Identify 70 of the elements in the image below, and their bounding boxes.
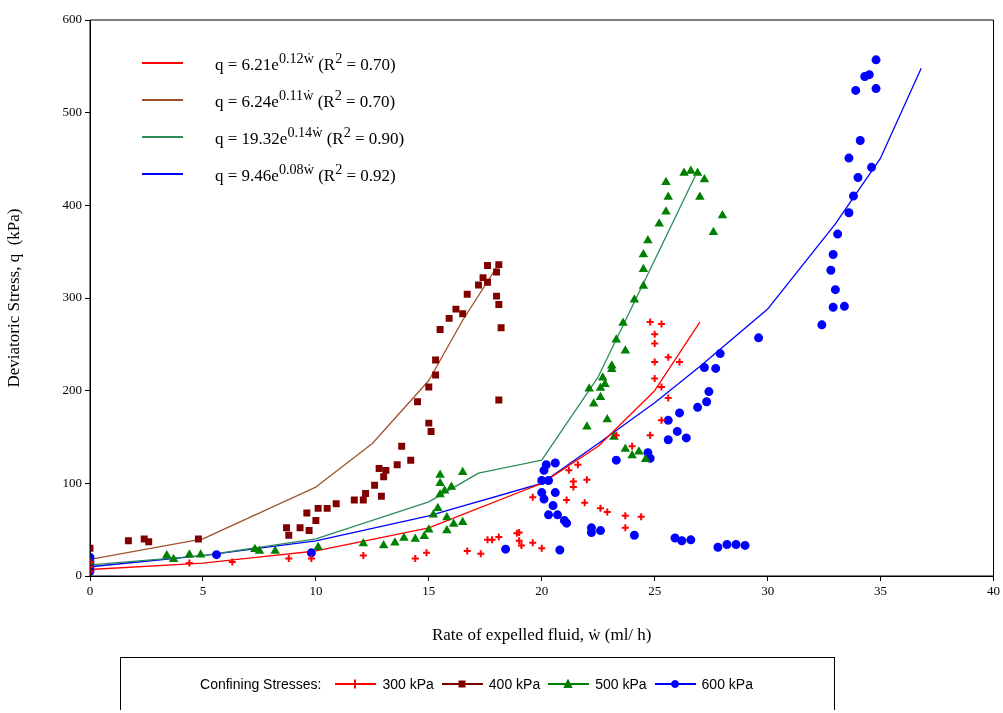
y-tick-label: 600 bbox=[62, 11, 82, 27]
point bbox=[398, 442, 406, 450]
point bbox=[362, 490, 370, 497]
x-axis-title: Rate of expelled fluid, ẇ (ml/ h) bbox=[431, 625, 652, 645]
legend-label: 400 kPa bbox=[488, 676, 541, 692]
point bbox=[371, 481, 379, 489]
legend-label: q = 6.21e$^{0.12ẇ}$ (R$^{2}$ = 0.70) bbox=[215, 50, 396, 75]
point bbox=[463, 290, 471, 298]
legend-label: 500 kPa bbox=[595, 676, 647, 692]
point bbox=[432, 371, 440, 379]
point bbox=[323, 504, 331, 512]
point bbox=[445, 314, 453, 322]
point bbox=[493, 292, 501, 300]
x-tick-label: 25 bbox=[648, 583, 662, 599]
x-tick-label: 0 bbox=[86, 583, 94, 599]
point bbox=[452, 305, 460, 313]
point bbox=[194, 535, 202, 543]
point bbox=[427, 427, 435, 435]
point bbox=[296, 524, 304, 532]
point bbox=[303, 509, 311, 517]
point bbox=[484, 262, 492, 270]
y-tick-label: 400 bbox=[62, 196, 82, 212]
point bbox=[283, 524, 290, 532]
x-tick-label: 40 bbox=[987, 583, 1000, 599]
legend-label: q = 6.24e$^{0.11ẇ}$ (R$^{2}$ = 0.70) bbox=[215, 87, 396, 112]
legend-title: Confining Stresses: bbox=[200, 676, 322, 692]
point bbox=[377, 492, 385, 500]
y-tick-label: 100 bbox=[62, 474, 82, 490]
point bbox=[432, 356, 440, 364]
point bbox=[285, 531, 293, 539]
x-tick-label: 15 bbox=[422, 583, 436, 599]
legend-label: q = 19.32e$^{0.14ẇ}$ (R$^{2}$ = 0.90) bbox=[215, 124, 405, 149]
x-tick-label: 35 bbox=[874, 583, 888, 599]
point bbox=[425, 383, 433, 391]
point bbox=[414, 398, 421, 406]
x-tick-label: 30 bbox=[761, 583, 775, 599]
point bbox=[484, 278, 492, 286]
point bbox=[375, 465, 383, 472]
point bbox=[495, 396, 503, 404]
point bbox=[380, 473, 388, 481]
legend-label: 300 kPa bbox=[382, 676, 434, 692]
point bbox=[493, 268, 501, 276]
x-tick-label: 20 bbox=[535, 583, 549, 599]
y-axis-title: Deviatoric Stress, q (kPa) bbox=[3, 208, 23, 388]
point bbox=[393, 461, 401, 469]
point bbox=[436, 326, 444, 333]
point bbox=[145, 538, 153, 546]
point bbox=[497, 324, 505, 332]
point bbox=[475, 281, 482, 289]
point bbox=[459, 310, 467, 318]
point bbox=[312, 516, 320, 524]
point bbox=[332, 500, 340, 508]
point bbox=[314, 504, 322, 512]
point bbox=[124, 537, 132, 545]
point bbox=[350, 496, 358, 504]
y-tick-label: 500 bbox=[62, 104, 82, 120]
y-tick-label: 300 bbox=[62, 289, 82, 305]
point bbox=[382, 466, 390, 474]
y-tick-label: 200 bbox=[62, 382, 82, 398]
legend-label: 600 kPa bbox=[701, 676, 753, 692]
point bbox=[407, 456, 415, 464]
y-tick-label: 0 bbox=[75, 567, 82, 583]
point bbox=[305, 527, 313, 535]
point bbox=[359, 496, 367, 504]
point bbox=[425, 419, 433, 427]
point bbox=[495, 301, 503, 308]
x-tick-label: 10 bbox=[309, 583, 323, 599]
point bbox=[495, 261, 503, 269]
legend-label: q = 9.46e$^{0.08ẇ}$ (R$^{2}$ = 0.92) bbox=[215, 161, 396, 186]
x-tick-label: 5 bbox=[199, 583, 207, 599]
